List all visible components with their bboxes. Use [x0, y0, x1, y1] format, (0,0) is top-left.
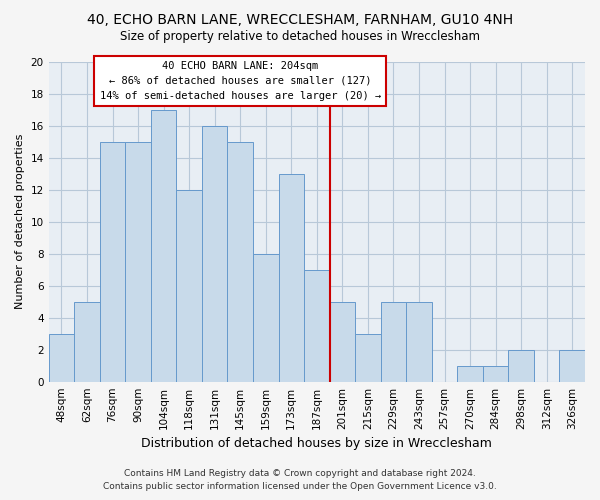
Bar: [559, 350, 585, 382]
Bar: [202, 126, 227, 382]
Bar: [49, 334, 74, 382]
Bar: [406, 302, 432, 382]
Bar: [508, 350, 534, 382]
Bar: [151, 110, 176, 382]
Bar: [253, 254, 278, 382]
Bar: [355, 334, 380, 382]
Text: 40 ECHO BARN LANE: 204sqm
← 86% of detached houses are smaller (127)
14% of semi: 40 ECHO BARN LANE: 204sqm ← 86% of detac…: [100, 61, 381, 100]
Y-axis label: Number of detached properties: Number of detached properties: [15, 134, 25, 310]
Bar: [483, 366, 508, 382]
Bar: [457, 366, 483, 382]
X-axis label: Distribution of detached houses by size in Wrecclesham: Distribution of detached houses by size …: [142, 437, 492, 450]
Bar: [100, 142, 125, 382]
Text: Contains HM Land Registry data © Crown copyright and database right 2024.
Contai: Contains HM Land Registry data © Crown c…: [103, 470, 497, 491]
Text: 40, ECHO BARN LANE, WRECCLESHAM, FARNHAM, GU10 4NH: 40, ECHO BARN LANE, WRECCLESHAM, FARNHAM…: [87, 12, 513, 26]
Text: Size of property relative to detached houses in Wrecclesham: Size of property relative to detached ho…: [120, 30, 480, 43]
Bar: [329, 302, 355, 382]
Bar: [74, 302, 100, 382]
Bar: [380, 302, 406, 382]
Bar: [278, 174, 304, 382]
Bar: [227, 142, 253, 382]
Bar: [125, 142, 151, 382]
Bar: [176, 190, 202, 382]
Bar: [304, 270, 329, 382]
